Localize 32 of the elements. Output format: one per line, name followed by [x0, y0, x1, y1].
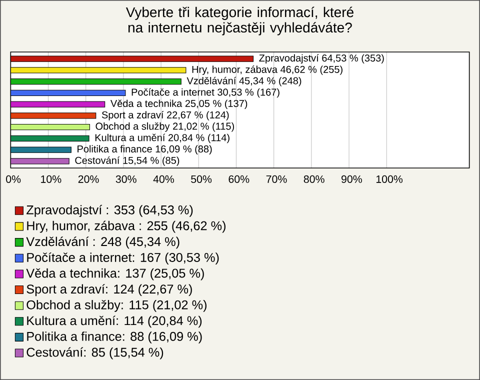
data-label: Politika a finance 16,09 % (88) — [78, 145, 212, 154]
x-tick-label: 60% — [228, 175, 250, 183]
x-tick-label: 70% — [266, 175, 287, 183]
x-tick-label: 10% — [41, 175, 62, 183]
x-tick-label: 20% — [78, 175, 99, 183]
data-label: Zpravodajství 64,53 % (353) — [259, 54, 384, 64]
data-label: Hry, humor, zábava 46,62 % (255) — [192, 65, 342, 75]
data-label: Kultura a umění 20,84 % (114) — [95, 134, 230, 144]
x-tick-label: 100% — [376, 175, 403, 183]
legend-label: Počítače a internet: 167 (30,53 %) — [27, 252, 219, 264]
legend-label: Politika a finance: 88 (16,09 %) — [27, 332, 202, 344]
x-tick-label: 30% — [116, 175, 136, 183]
legend-label: Cestování: 85 (15,54 %) — [26, 347, 164, 360]
data-label: Počítače a internet 30,53 % (167) — [132, 88, 280, 98]
data-label: Sport a zdraví 22,67 % (124) — [102, 110, 229, 120]
data-label: Obchod a služby 21,02 % (115) — [96, 122, 234, 132]
legend-label: Obchod a služby: 115 (21,02 %) — [26, 300, 206, 312]
legend-label: Kultura a umění: 114 (20,84 %) — [27, 316, 202, 328]
data-label: Věda a technika 25,05 % (137) — [110, 100, 248, 109]
x-tick-label: 50% — [191, 175, 212, 183]
data-label: Cestování 15,54 % (85) — [75, 156, 180, 166]
x-tick-label: 90% — [342, 175, 362, 183]
legend-label: Sport a zdraví: 124 (22,67 %) — [26, 284, 192, 296]
legend-label: Věda a technika: 137 (25,05 %) — [26, 268, 204, 280]
legend-label: Hry, humor, zábava : 255 (46,62 %) — [27, 220, 226, 233]
data-label: Vzdělávání 45,34 % (248) — [186, 76, 302, 86]
x-tick-label: 40% — [153, 175, 174, 183]
chart-title: Vyberte tři kategorie informací, které na internetu nejčastěji vyhledáváte? — [126, 6, 354, 36]
legend-label: Vzdělávání : 248 (45,34 %) — [26, 236, 180, 249]
legend-label: Zpravodajství : 353 (64,53 %) — [26, 204, 193, 217]
x-tick-label: 0% — [6, 175, 21, 183]
x-tick-label: 80% — [304, 175, 324, 183]
